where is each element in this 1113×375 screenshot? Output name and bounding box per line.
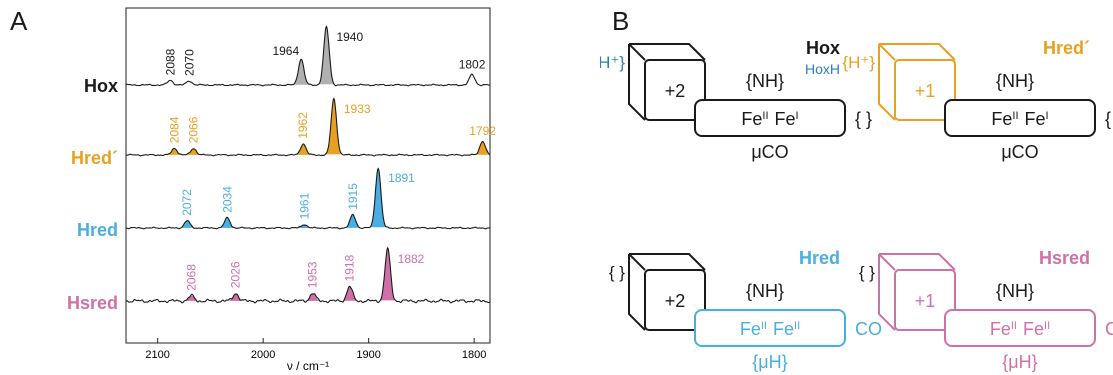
fe-center-box	[944, 309, 1096, 347]
peak-label: 2072	[180, 189, 194, 216]
cube-front-face	[894, 59, 956, 121]
panel-label-a: A	[10, 6, 28, 36]
cube-charge: +1	[915, 291, 936, 311]
state-name: Hox	[806, 38, 840, 58]
cube-charge: +2	[665, 291, 686, 311]
cube-front-face	[644, 59, 706, 121]
x-tick-label: 1900	[356, 349, 380, 361]
cube-back-edges	[878, 253, 956, 331]
peak-label: 1802	[459, 58, 486, 72]
peak-label: 1961	[297, 192, 311, 219]
nh-label: {NH}	[996, 281, 1034, 301]
proton-site: {H⁺}	[842, 53, 875, 72]
fe-center-label: FeII FeI	[741, 109, 798, 129]
cube-charge: +1	[915, 81, 936, 101]
cube-edge	[628, 253, 646, 271]
terminal-ligand: { }	[855, 109, 872, 129]
cube-back-edges	[878, 43, 956, 121]
spectrum-trace	[126, 167, 491, 230]
panel-label-b: B	[612, 6, 630, 36]
cube-edge	[878, 43, 896, 61]
bridging-ligand: μCO	[1001, 142, 1038, 162]
peak-label: 2068	[184, 264, 198, 291]
spectrum-trace	[125, 97, 491, 157]
x-tick-label: 2100	[145, 349, 169, 361]
peak-label: 2066	[187, 116, 201, 143]
nh-label: {NH}	[996, 71, 1034, 91]
peak-label: 2026	[229, 261, 243, 288]
series-label: Hred	[77, 220, 118, 240]
peak-label: 2070	[182, 49, 196, 76]
peak-label: 1882	[398, 252, 425, 266]
peak-label: 1940	[336, 30, 363, 44]
x-tick-label: 1800	[462, 349, 486, 361]
peak-label: 1964	[272, 44, 299, 58]
terminal-ligand: CO	[855, 319, 882, 339]
fe-center-box	[694, 309, 846, 347]
series-label: Hred´	[71, 148, 118, 168]
fe-center-box	[694, 99, 846, 137]
state-name: Hred	[799, 248, 840, 268]
x-axis-label: ν / cm⁻¹	[287, 359, 329, 373]
nh-label: {NH}	[746, 281, 784, 301]
peak-label: 1962	[296, 112, 310, 139]
peak-label: 2088	[163, 48, 177, 75]
peak-label: 2084	[168, 116, 182, 143]
series-labels: Hox Hred´ Hred Hsred	[67, 76, 118, 313]
proton-site: { }	[609, 263, 625, 282]
peak-label: 1891	[388, 171, 415, 185]
fe-center-box	[944, 99, 1096, 137]
spectrum-trace	[125, 246, 491, 304]
peak-label: 1953	[306, 261, 320, 288]
terminal-ligand: { }	[1105, 109, 1113, 129]
peak-fill	[379, 249, 396, 301]
peak-label: 1915	[346, 183, 360, 210]
peak-label: 1792	[469, 124, 496, 138]
fe-center-label: FeII FeII	[740, 319, 800, 339]
peak-label: 1933	[344, 102, 371, 116]
cube-front-face	[644, 269, 706, 331]
state-name: Hred´	[1043, 38, 1090, 58]
series-label: Hsred	[67, 293, 118, 313]
peak-label: 2034	[220, 186, 234, 213]
spectra-traces	[125, 25, 491, 304]
cube-edge	[878, 253, 896, 271]
x-tick-label: 2000	[251, 349, 275, 361]
proton-site: { }	[859, 263, 875, 282]
cube-back-edges	[628, 43, 706, 121]
state-name: Hsred	[1039, 248, 1090, 268]
diagram-quadrant-hred: +2 { } {NH} FeII FeII CO {μH} Hred	[609, 248, 882, 372]
spectrum-trace	[125, 25, 491, 87]
proton-site: {H⁺}	[600, 53, 625, 72]
state-subname: HoxH	[805, 61, 840, 77]
cube-back-edges	[628, 253, 706, 331]
fe-center-label: FeII FeII	[990, 319, 1050, 339]
ir-spectra-chart: 2100 2000 1900 1800 2088 2070 196419401802208…	[67, 7, 496, 373]
fe-center-label: FeII FeI	[991, 109, 1048, 129]
bridging-ligand: {μH}	[1002, 352, 1037, 372]
terminal-ligand: CO	[1105, 319, 1113, 339]
series-label: Hox	[84, 76, 118, 96]
cube-charge: +2	[665, 81, 686, 101]
cube-edge	[628, 43, 646, 61]
peak-label: 1918	[343, 254, 357, 281]
bridging-ligand: {μH}	[752, 352, 787, 372]
x-axis-ticks: 2100 2000 1900 1800	[145, 338, 486, 361]
bridging-ligand: μCO	[751, 142, 788, 162]
plot-frame	[125, 7, 491, 344]
peak-labels: 2088 2070 1964 1940 1802 2084 2066 1962 1933 1792…	[163, 30, 496, 291]
cube-front-face	[894, 269, 956, 331]
nh-label: {NH}	[746, 71, 784, 91]
